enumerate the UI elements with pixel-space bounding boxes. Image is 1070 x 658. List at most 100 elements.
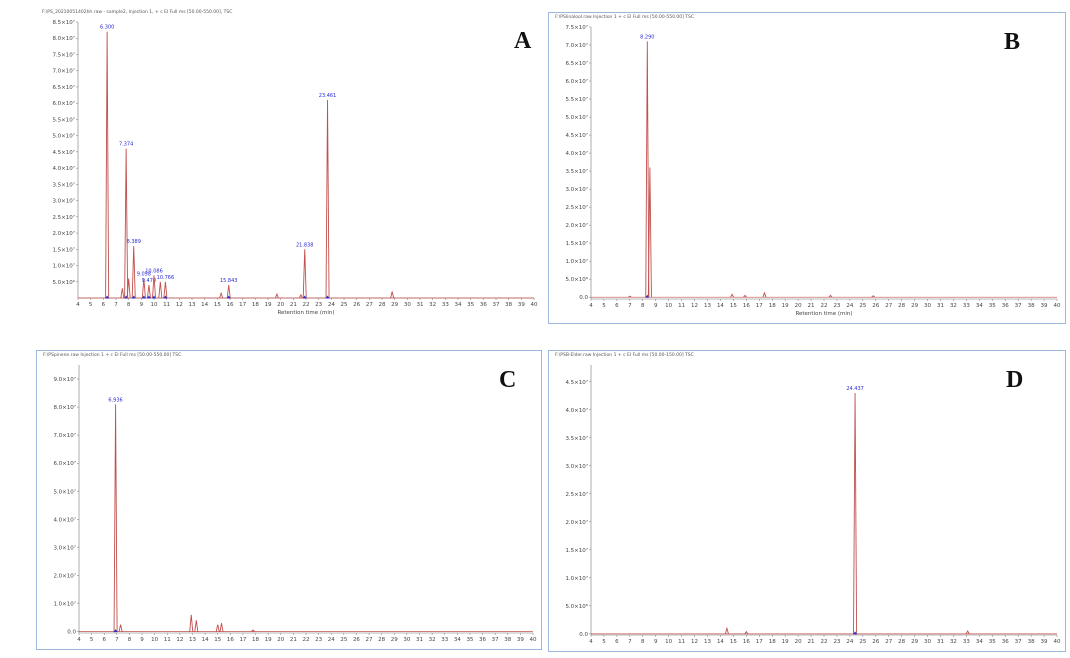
- x-tick-label: 38: [504, 637, 511, 643]
- x-tick-label: 10: [151, 302, 158, 308]
- x-tick-label: 8: [128, 637, 132, 643]
- y-tick-label: 4.5×10⁷: [565, 132, 588, 139]
- peak-label: 10.086: [145, 268, 163, 274]
- peak-marker: [105, 295, 110, 299]
- y-tick-label: 6.5×10⁷: [52, 84, 75, 91]
- x-tick-label: 18: [769, 639, 776, 645]
- y-tick-label: 4.0×10⁷: [565, 407, 588, 414]
- x-tick-label: 14: [717, 303, 724, 309]
- y-tick-label: 1.0×10⁷: [565, 258, 588, 265]
- x-tick-label: 15: [730, 639, 737, 645]
- x-tick-label: 9: [140, 302, 144, 308]
- x-tick-label: 38: [1028, 639, 1035, 645]
- x-tick-label: 6: [615, 639, 619, 645]
- x-axis-title: Retention time (min): [795, 311, 852, 317]
- x-tick-label: 31: [417, 302, 424, 308]
- peak: [152, 275, 156, 299]
- peak: [105, 31, 110, 299]
- x-tick-label: 17: [756, 303, 763, 309]
- panel-header: F:\PS_20210051402hh.raw - sample2, Injec…: [42, 10, 233, 15]
- x-tick-label: 21: [808, 639, 815, 645]
- panel-header: F:\PSlinalool.raw Injection 1 + c EI Ful…: [555, 15, 695, 20]
- y-tick-label: 8.5×10⁷: [52, 19, 75, 26]
- x-tick-label: 6: [615, 303, 619, 309]
- x-tick-label: 29: [911, 639, 918, 645]
- x-tick-label: 20: [795, 303, 802, 309]
- x-tick-label: 13: [704, 639, 711, 645]
- x-tick-label: 5: [602, 639, 606, 645]
- peak: [219, 623, 224, 632]
- y-tick-label: 1.5×10⁷: [565, 547, 588, 554]
- x-tick-label: 40: [1054, 303, 1061, 309]
- y-tick-label: 2.0×10⁷: [565, 519, 588, 526]
- peak-marker: [131, 295, 136, 299]
- x-tick-label: 21: [290, 302, 297, 308]
- peak-marker: [113, 629, 118, 633]
- x-tick-label: 35: [989, 303, 996, 309]
- x-tick-label: 25: [341, 302, 348, 308]
- y-tick-label: 9.0×10⁷: [53, 376, 76, 383]
- peak: [871, 295, 876, 298]
- x-tick-label: 22: [303, 637, 310, 643]
- x-tick-label: 24: [846, 639, 853, 645]
- panel-letter: A: [514, 28, 532, 54]
- x-tick-label: 30: [404, 302, 411, 308]
- x-tick-label: 36: [480, 302, 487, 308]
- peak-label: 23.461: [319, 93, 337, 99]
- x-tick-label: 22: [821, 303, 828, 309]
- y-tick-label: 5.0×10⁷: [53, 488, 76, 495]
- x-tick-label: 21: [808, 303, 815, 309]
- y-tick-label: 6.0×10⁷: [565, 78, 588, 85]
- y-tick-label: 5.0×10⁶: [52, 279, 75, 286]
- x-tick-label: 24: [328, 637, 335, 643]
- x-tick-label: 9: [140, 637, 144, 643]
- x-tick-label: 37: [493, 302, 500, 308]
- x-tick-label: 37: [492, 637, 499, 643]
- y-tick-label: 3.5×10⁷: [565, 435, 588, 442]
- peak: [163, 281, 168, 299]
- x-tick-label: 12: [176, 637, 183, 643]
- y-tick-label: 1.0×10⁷: [52, 263, 75, 270]
- x-tick-label: 4: [589, 639, 593, 645]
- x-tick-label: 11: [164, 637, 171, 643]
- peak: [131, 246, 136, 299]
- y-tick-label: 8.0×10⁷: [53, 404, 76, 411]
- x-tick-label: 14: [201, 302, 208, 308]
- x-tick-label: 29: [391, 302, 398, 308]
- x-tick-label: 40: [1054, 639, 1061, 645]
- x-tick-label: 31: [937, 639, 944, 645]
- x-tick-label: 24: [328, 302, 335, 308]
- x-tick-label: 14: [717, 639, 724, 645]
- x-axis-title: Retention time (min): [277, 310, 334, 316]
- chromatogram-plot: 0.0 5.0×10⁶ 1.0×10⁷ 1.5×10⁷ 2.0×10⁷ 2.5×10⁷ 3.…: [565, 365, 1061, 645]
- panel-letter: D: [1006, 367, 1024, 393]
- x-tick-label: 19: [782, 639, 789, 645]
- x-tick-label: 4: [589, 303, 593, 309]
- x-tick-label: 18: [769, 303, 776, 309]
- x-tick-label: 32: [429, 637, 436, 643]
- peak-label: 9.058: [137, 272, 151, 278]
- x-tick-label: 12: [176, 302, 183, 308]
- x-tick-label: 11: [678, 303, 685, 309]
- y-tick-label: 7.0×10⁷: [565, 42, 588, 49]
- x-tick-label: 40: [531, 302, 538, 308]
- y-tick-label: 5.5×10⁷: [52, 116, 75, 123]
- y-tick-label: 1.5×10⁷: [565, 240, 588, 247]
- peak-label: 8.389: [127, 239, 141, 245]
- x-tick-label: 36: [1002, 639, 1009, 645]
- peak-label: 15.843: [220, 278, 238, 284]
- peak-label: 21.838: [296, 242, 314, 248]
- x-tick-label: 36: [1002, 303, 1009, 309]
- x-tick-label: 10: [665, 303, 672, 309]
- x-tick-label: 11: [678, 639, 685, 645]
- y-tick-label: 4.0×10⁷: [53, 516, 76, 523]
- x-tick-label: 13: [704, 303, 711, 309]
- peak: [113, 404, 118, 632]
- panel-letter: C: [499, 367, 517, 393]
- y-tick-label: 7.5×10⁷: [52, 51, 75, 58]
- peak: [965, 630, 970, 635]
- peak-marker: [163, 295, 168, 299]
- peak: [274, 292, 279, 299]
- x-tick-label: 20: [277, 302, 284, 308]
- x-tick-label: 26: [353, 637, 360, 643]
